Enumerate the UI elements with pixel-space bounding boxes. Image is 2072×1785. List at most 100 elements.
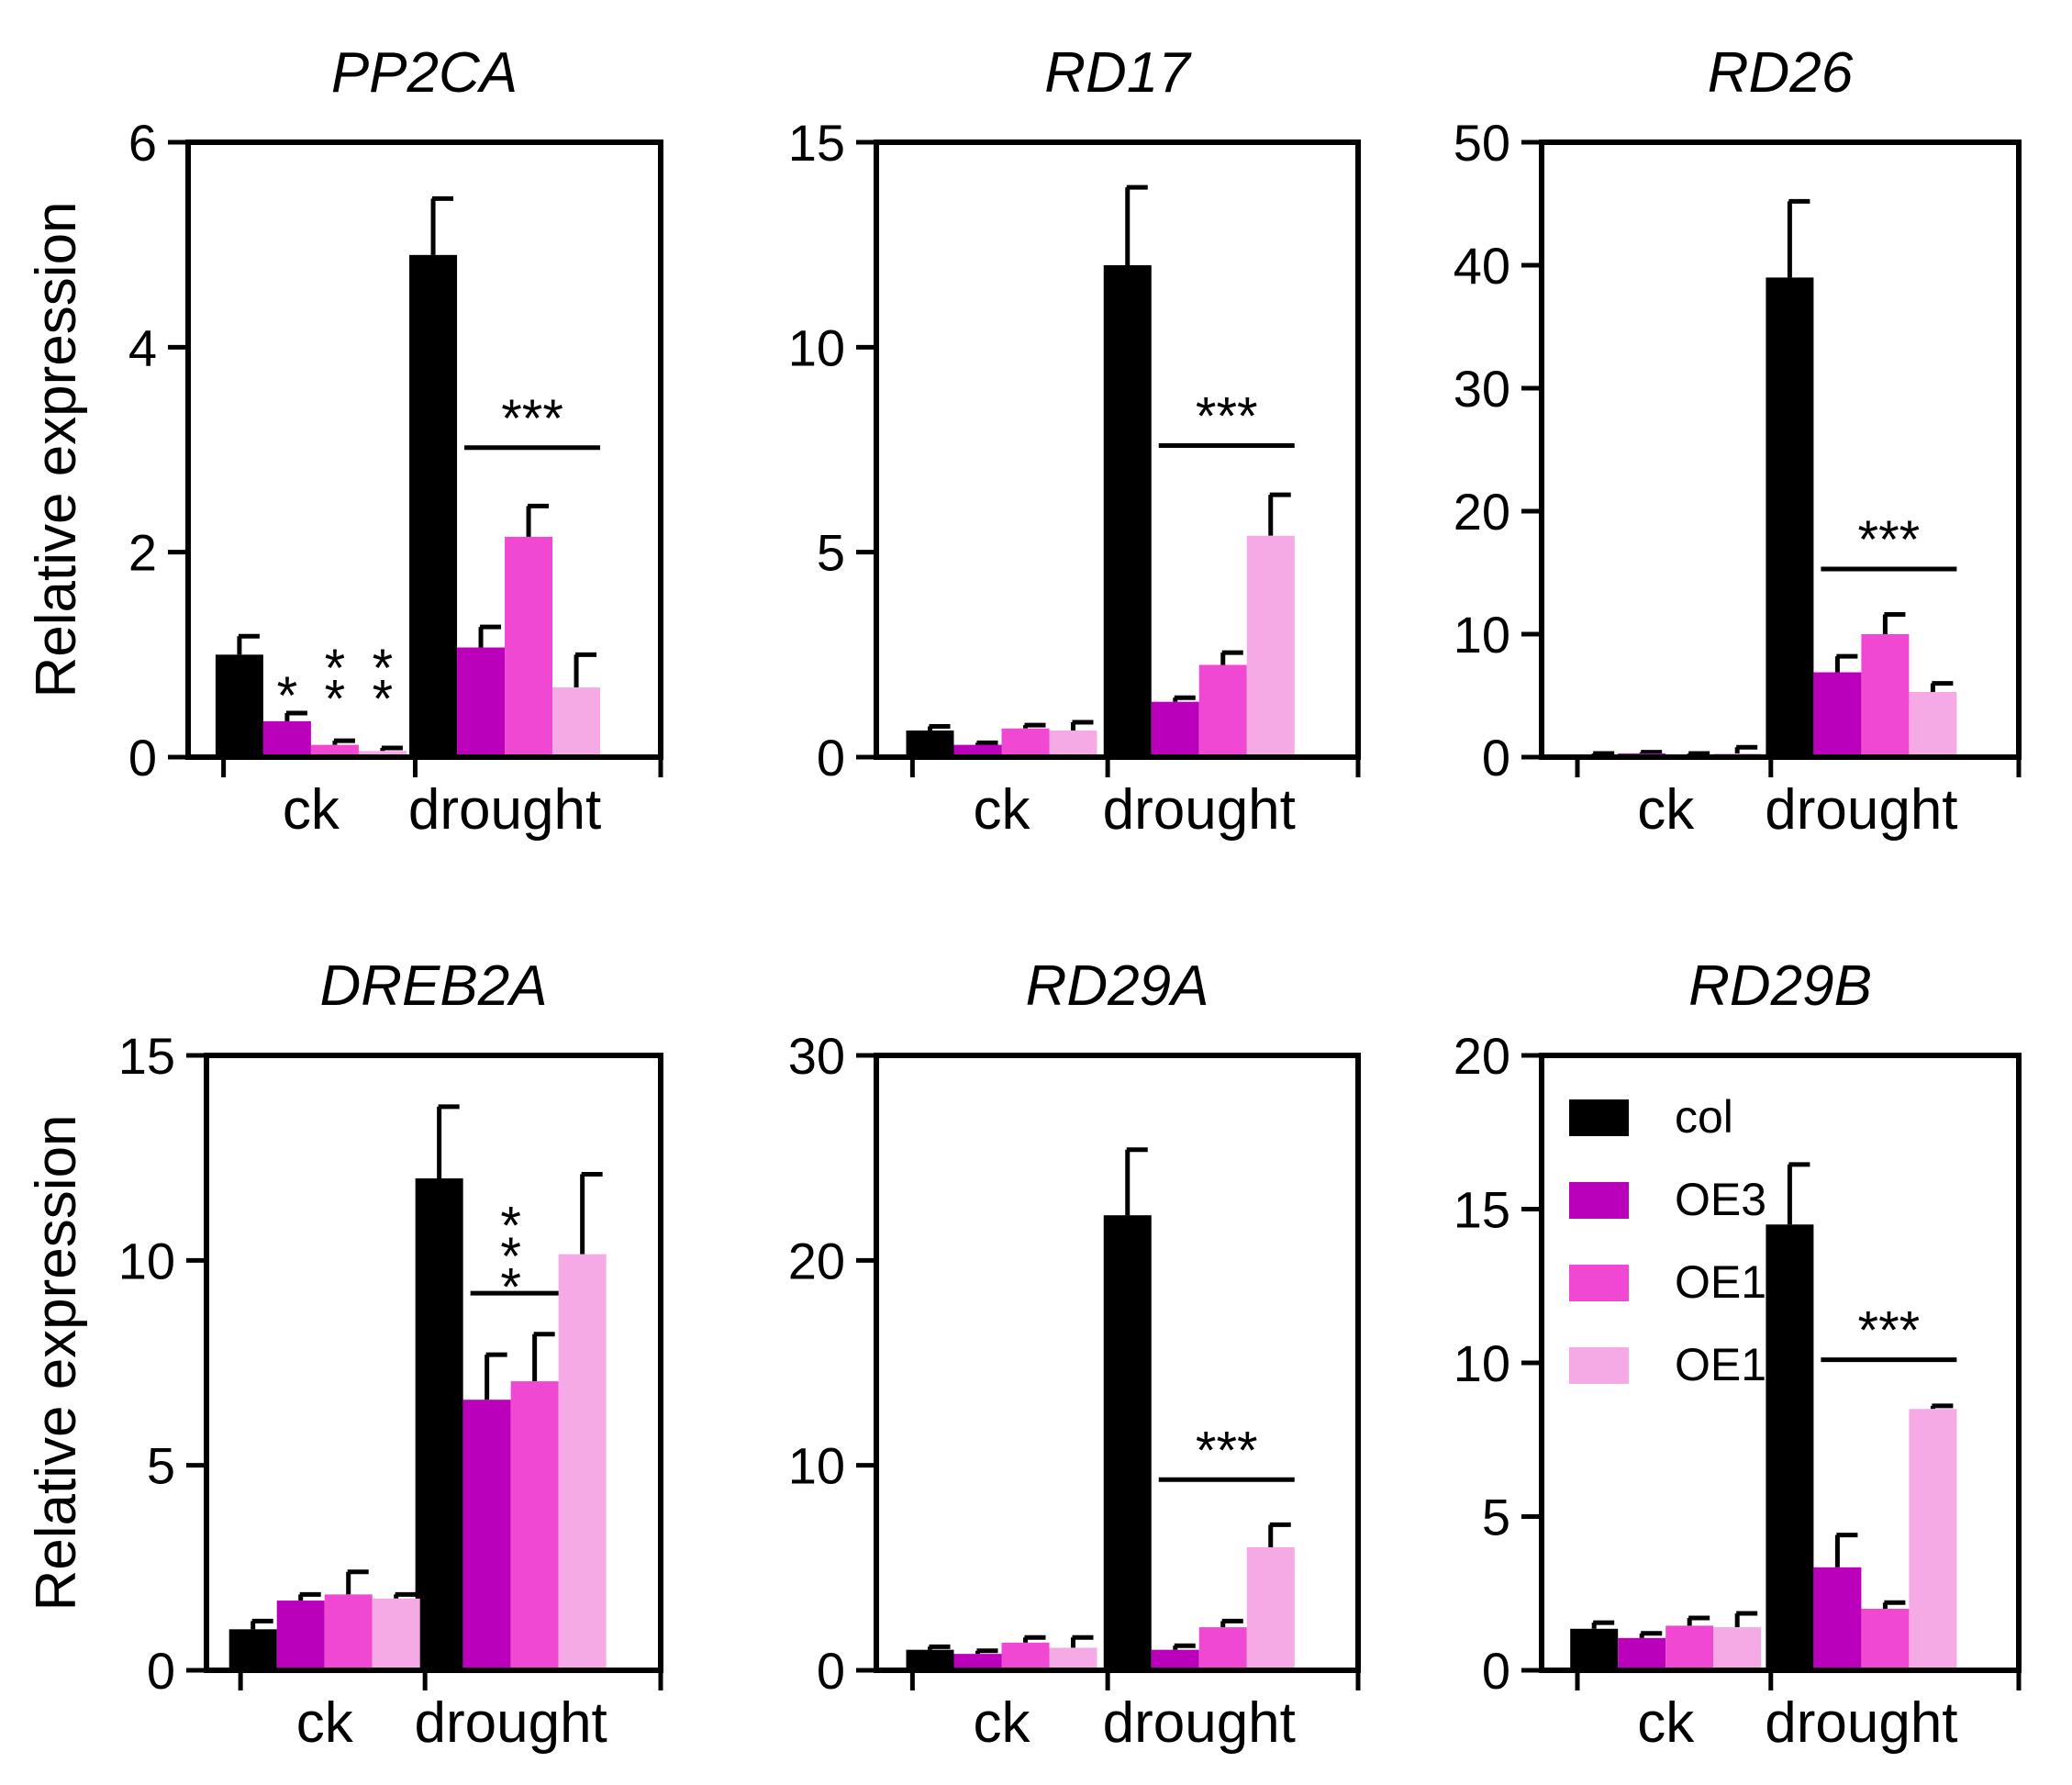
- x-category-label: drought: [1103, 778, 1296, 842]
- legend-swatch-col: [1569, 1099, 1629, 1136]
- x-category-label: drought: [1103, 1691, 1296, 1755]
- legend-swatch-oe10: [1569, 1265, 1629, 1301]
- x-category-label: ck: [1637, 1691, 1695, 1755]
- chart-title: PP2CA: [331, 41, 518, 105]
- y-tick-label: 2: [128, 524, 157, 582]
- bar-oe19-drought: [1909, 1409, 1957, 1670]
- plot-frame: [1539, 139, 2022, 760]
- bar-oe10-ck: [310, 744, 359, 757]
- y-tick-label: 30: [1454, 360, 1510, 418]
- x-category-label: drought: [1765, 1691, 1957, 1755]
- y-tick-label: 0: [128, 729, 157, 787]
- y-tick-label: 10: [788, 1437, 845, 1495]
- y-tick-label: 15: [118, 1027, 175, 1085]
- significance-label: ***: [1196, 387, 1258, 447]
- bar-oe10-drought: [505, 536, 553, 757]
- x-category-label: ck: [296, 1691, 354, 1755]
- bar-oe19-ck: [1049, 1647, 1097, 1670]
- significance-label: *: [500, 1196, 521, 1255]
- chart-title: RD29A: [1026, 954, 1209, 1018]
- y-tick-label: 10: [788, 318, 845, 376]
- significance-label: *: [325, 669, 346, 729]
- y-tick-label: 6: [128, 114, 157, 172]
- y-tick-label: 0: [1482, 1642, 1510, 1700]
- y-tick-label: 10: [1454, 1334, 1510, 1392]
- bar-oe19-ck: [1049, 730, 1097, 757]
- bar-oe3-ck: [953, 744, 1002, 757]
- significance-label: ***: [501, 389, 563, 449]
- bar-oe10-ck: [1001, 728, 1050, 757]
- bar-oe3-drought: [1151, 1649, 1199, 1670]
- bar-col-drought: [1103, 265, 1152, 757]
- bar-oe3-drought: [1151, 701, 1199, 757]
- significance-label: *: [325, 639, 346, 698]
- bar-col-drought: [409, 254, 458, 757]
- legend-swatch-oe19: [1569, 1347, 1629, 1384]
- y-axis-label: Relative expression: [25, 1114, 88, 1611]
- bar-col-ck: [906, 1649, 954, 1670]
- bar-oe10-drought: [510, 1381, 559, 1670]
- chart-panel-rd29b: RD29B 0 5 10 15 20 ck drought *** col OE3 OE10 OE19: [1454, 954, 2022, 1755]
- bar-oe19-drought: [1246, 1547, 1295, 1670]
- x-category-label: ck: [283, 778, 340, 842]
- bar-oe19-drought: [552, 687, 601, 757]
- bar-oe19-drought: [1909, 691, 1957, 757]
- legend-label-oe10: OE10: [1675, 1256, 1792, 1308]
- chart-title: RD26: [1708, 41, 1854, 105]
- bar-oe10-ck: [324, 1594, 373, 1670]
- significance-label: *: [500, 1227, 521, 1287]
- bar-oe19-ck: [372, 1598, 420, 1670]
- significance-label: ***: [1858, 1301, 1921, 1361]
- x-category-label: drought: [408, 778, 601, 842]
- legend-label-oe3: OE3: [1675, 1174, 1766, 1225]
- y-tick-label: 10: [118, 1232, 175, 1289]
- significance-label: ***: [1196, 1421, 1258, 1480]
- y-tick-label: 30: [788, 1027, 845, 1085]
- y-tick-label: 15: [788, 114, 845, 172]
- y-tick-label: 0: [817, 729, 845, 787]
- plot-frame: [874, 139, 1361, 760]
- bar-oe10-drought: [1198, 1627, 1247, 1670]
- x-category-label: ck: [974, 1691, 1031, 1755]
- y-tick-label: 50: [1454, 114, 1510, 172]
- significance-label: *: [373, 639, 394, 698]
- x-category-label: ck: [974, 778, 1031, 842]
- y-tick-label: 4: [128, 318, 157, 376]
- significance-label: *: [373, 669, 394, 729]
- bar-oe19-ck: [358, 751, 407, 757]
- chart-title: RD29B: [1688, 954, 1872, 1018]
- x-category-label: drought: [415, 1691, 607, 1755]
- bar-oe3-drought: [457, 647, 506, 757]
- bar-col-drought: [1766, 1224, 1814, 1670]
- y-tick-label: 0: [1482, 729, 1510, 787]
- bar-oe19-drought: [1246, 535, 1295, 757]
- plot-frame: [185, 139, 663, 760]
- x-category-label: ck: [1637, 778, 1695, 842]
- y-tick-label: 0: [147, 1642, 175, 1700]
- plot-frame: [204, 1053, 663, 1673]
- legend-swatch-oe3: [1569, 1182, 1629, 1219]
- bar-oe3-drought: [462, 1400, 511, 1670]
- bar-oe10-drought: [1198, 664, 1247, 757]
- y-tick-label: 5: [147, 1437, 175, 1495]
- y-tick-label: 20: [1454, 483, 1510, 541]
- bar-oe3-drought: [1813, 1567, 1862, 1670]
- y-tick-label: 5: [1482, 1489, 1510, 1546]
- chart-panel-rd17: RD17 0 5 10 15 ck drought ***: [788, 41, 1361, 842]
- significance-label: ***: [1858, 510, 1921, 570]
- bar-oe10-drought: [1861, 634, 1910, 757]
- bar-oe19-ck: [1713, 1627, 1762, 1670]
- bar-oe10-ck: [1001, 1642, 1050, 1670]
- bar-oe3-drought: [1813, 672, 1862, 757]
- chart-panel-dreb2a: DREB2A 0 5 10 15 ck drought Relative expression…: [25, 954, 663, 1755]
- bar-oe3-ck: [953, 1654, 1002, 1670]
- y-axis-label: Relative expression: [25, 201, 88, 697]
- significance-label: *: [277, 666, 298, 726]
- y-tick-label: 15: [1454, 1181, 1510, 1239]
- bar-col-ck: [1570, 1628, 1619, 1670]
- y-tick-label: 10: [1454, 606, 1510, 664]
- chart-panel-rd26: RD26 0 10 20 30 40 50 ck drought ***: [1454, 41, 2022, 842]
- bar-oe10-ck: [1665, 1625, 1714, 1670]
